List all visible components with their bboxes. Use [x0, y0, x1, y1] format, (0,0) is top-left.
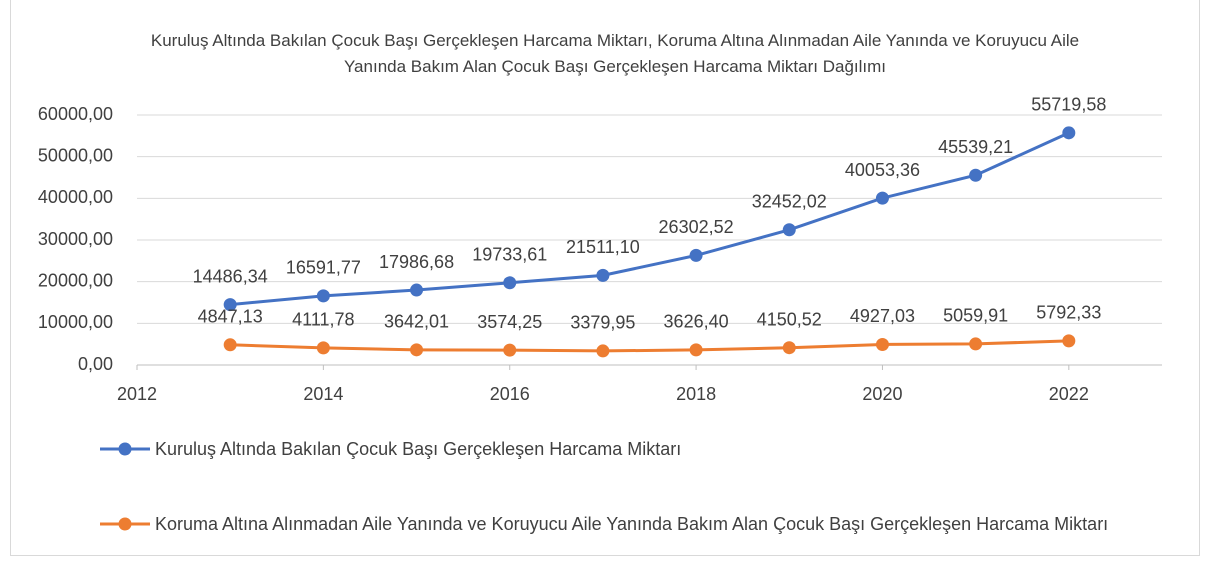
- data-label: 3626,40: [664, 312, 729, 332]
- point: [969, 337, 983, 351]
- x-tick-label: 2018: [676, 384, 716, 404]
- data-label: 3574,25: [477, 312, 542, 332]
- point: [503, 276, 517, 290]
- data-label: 26302,52: [659, 217, 734, 237]
- point: [1062, 334, 1076, 348]
- y-tick-label: 20000,00: [38, 270, 113, 290]
- y-tick-label: 60000,00: [38, 104, 113, 124]
- point: [875, 191, 889, 205]
- data-label: 14486,34: [193, 266, 268, 286]
- y-tick-label: 30000,00: [38, 229, 113, 249]
- point: [689, 343, 703, 357]
- point: [782, 341, 796, 355]
- data-label: 45539,21: [938, 137, 1013, 157]
- data-label: 19733,61: [472, 245, 547, 265]
- y-tick-label: 0,00: [78, 354, 113, 374]
- y-tick-label: 10000,00: [38, 312, 113, 332]
- point: [503, 343, 517, 357]
- point: [410, 283, 424, 297]
- x-tick-label: 2016: [490, 384, 530, 404]
- legend-marker: [118, 517, 132, 531]
- point: [223, 338, 237, 352]
- chart-frame: [10, 0, 1200, 556]
- data-label: 4150,52: [757, 309, 822, 329]
- point: [596, 344, 610, 358]
- point: [969, 168, 983, 182]
- data-label: 5059,91: [943, 306, 1008, 326]
- data-label: 4927,03: [850, 306, 915, 326]
- point: [410, 343, 424, 357]
- data-label: 55719,58: [1031, 95, 1106, 115]
- point: [316, 341, 330, 355]
- point: [596, 268, 610, 282]
- chart-title: Kuruluş Altında Bakılan Çocuk Başı Gerçe…: [150, 31, 1080, 76]
- data-label: 3379,95: [570, 313, 635, 333]
- x-tick-label: 2022: [1049, 384, 1089, 404]
- data-label: 21511,10: [566, 237, 640, 257]
- point: [875, 337, 889, 351]
- data-label: 4111,78: [292, 310, 354, 330]
- series-line: [230, 131, 1070, 307]
- point: [1062, 126, 1076, 140]
- legend-marker: [118, 442, 132, 456]
- y-tick-label: 40000,00: [38, 187, 113, 207]
- data-label: 32452,02: [752, 192, 827, 212]
- point: [316, 289, 330, 303]
- point: [689, 248, 703, 262]
- y-tick-label: 50000,00: [38, 145, 113, 165]
- x-tick-label: 2014: [303, 384, 343, 404]
- data-label: 5792,33: [1036, 303, 1101, 323]
- legend-label: Kuruluş Altında Bakılan Çocuk Başı Gerçe…: [155, 439, 682, 459]
- data-label: 17986,68: [379, 252, 454, 272]
- data-label: 40053,36: [845, 160, 920, 180]
- point: [782, 223, 796, 237]
- data-label: 4847,13: [198, 307, 263, 327]
- data-label: 16591,77: [286, 258, 361, 278]
- point: [223, 298, 237, 312]
- x-tick-label: 2020: [862, 384, 902, 404]
- x-tick-label: 2012: [117, 384, 157, 404]
- data-label: 3642,01: [384, 312, 449, 332]
- series-line: [230, 339, 1069, 353]
- legend-label: Koruma Altına Alınmadan Aile Yanında ve …: [155, 514, 1109, 534]
